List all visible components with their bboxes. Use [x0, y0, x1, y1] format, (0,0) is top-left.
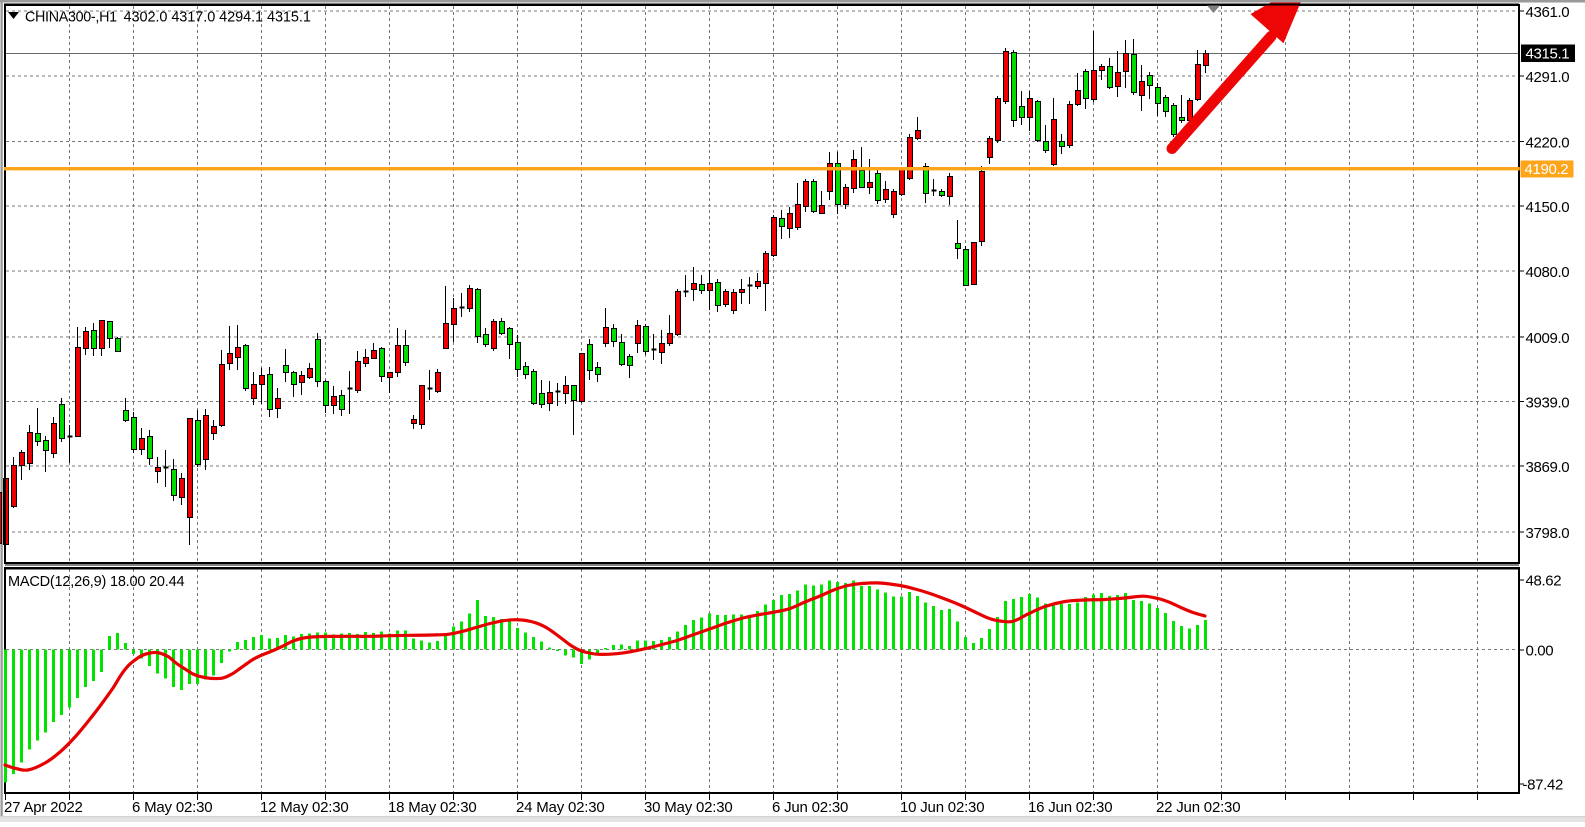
svg-text:4080.0: 4080.0	[1526, 264, 1570, 281]
svg-text:4361.0: 4361.0	[1526, 4, 1570, 21]
svg-text:-87.42: -87.42	[1523, 777, 1563, 794]
svg-text:3939.0: 3939.0	[1526, 394, 1570, 411]
svg-text:30 May 02:30: 30 May 02:30	[644, 799, 733, 816]
svg-text:4291.0: 4291.0	[1526, 69, 1570, 86]
svg-text:4302.0 4317.0 4294.1 4315.1: 4302.0 4317.0 4294.1 4315.1	[124, 10, 311, 26]
svg-text:CHINA300-,H1: CHINA300-,H1	[25, 10, 117, 26]
svg-text:4220.0: 4220.0	[1526, 134, 1570, 151]
svg-text:4315.1: 4315.1	[1526, 46, 1570, 63]
svg-text:3798.0: 3798.0	[1526, 525, 1570, 542]
svg-text:10 Jun 02:30: 10 Jun 02:30	[900, 799, 984, 816]
svg-text:27 Apr 2022: 27 Apr 2022	[4, 799, 83, 816]
svg-text:6 May 02:30: 6 May 02:30	[132, 799, 212, 816]
svg-text:12 May 02:30: 12 May 02:30	[260, 799, 349, 816]
svg-text:22 Jun 02:30: 22 Jun 02:30	[1156, 799, 1240, 816]
svg-text:4150.0: 4150.0	[1526, 199, 1570, 216]
svg-text:6 Jun 02:30: 6 Jun 02:30	[772, 799, 848, 816]
svg-text:4009.0: 4009.0	[1526, 330, 1570, 347]
svg-text:0.00: 0.00	[1526, 643, 1554, 660]
svg-text:MACD(12,26,9) 18.00 20.44: MACD(12,26,9) 18.00 20.44	[8, 574, 184, 590]
svg-text:18 May 02:30: 18 May 02:30	[388, 799, 477, 816]
svg-text:48.62: 48.62	[1526, 573, 1562, 590]
svg-text:16 Jun 02:30: 16 Jun 02:30	[1028, 799, 1112, 816]
svg-text:4190.2: 4190.2	[1525, 161, 1569, 178]
svg-text:3869.0: 3869.0	[1526, 459, 1570, 476]
svg-text:24 May 02:30: 24 May 02:30	[516, 799, 605, 816]
